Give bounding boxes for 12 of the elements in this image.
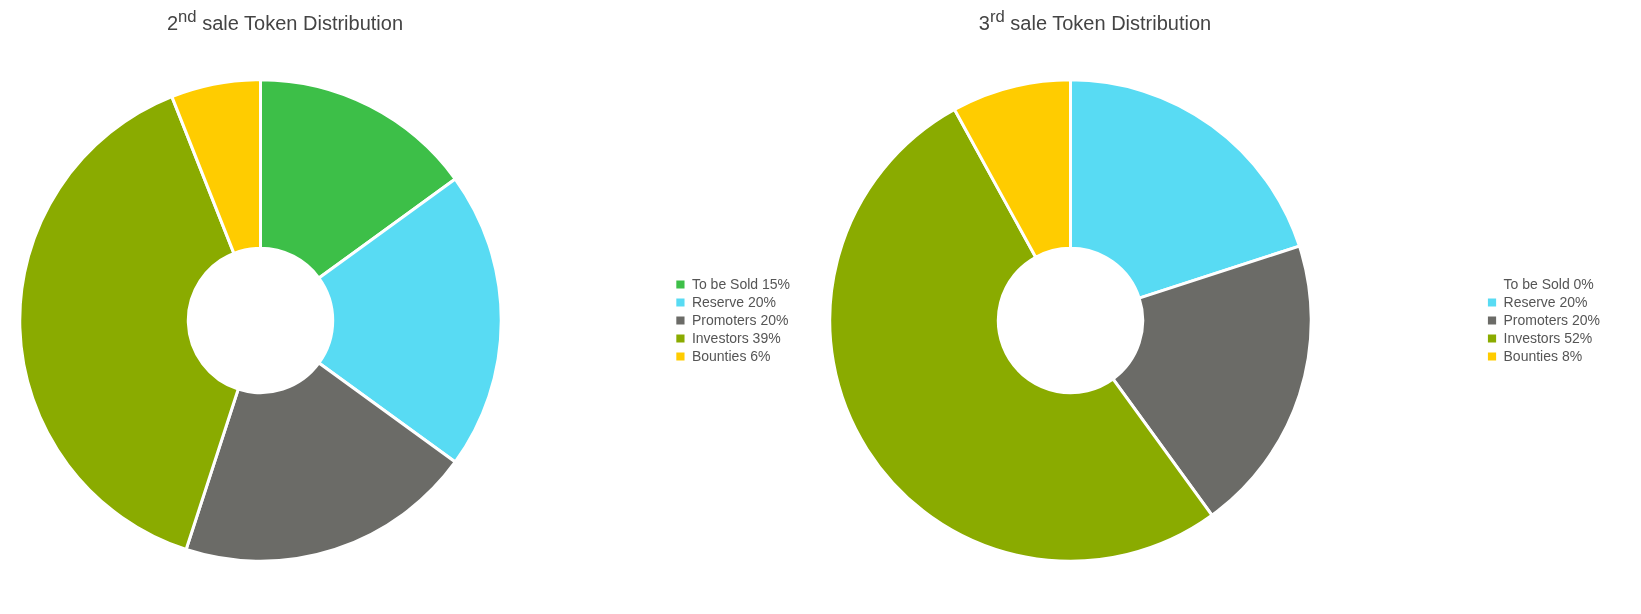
category-label: To be Sold 0% bbox=[1503, 276, 1594, 292]
legend-label: Promoters 20% bbox=[691, 312, 789, 328]
legend-label: Reserve 20% bbox=[1503, 294, 1588, 310]
legend-label: Reserve 20% bbox=[691, 294, 776, 310]
legend-label: To be Sold 15% bbox=[691, 276, 790, 292]
legend-label: Investors 52% bbox=[1503, 330, 1593, 346]
chart-title: 2$^{nd}$ sale Token Distribution bbox=[165, 6, 405, 36]
legend-label: Bounties 8% bbox=[1503, 348, 1583, 364]
chart-title: 3$^{rd}$ sale Token Distribution bbox=[977, 6, 1213, 36]
legend-label: Investors 39% bbox=[691, 330, 781, 346]
legend-label: Bounties 6% bbox=[691, 348, 771, 364]
legend-label: Promoters 20% bbox=[1503, 312, 1600, 328]
